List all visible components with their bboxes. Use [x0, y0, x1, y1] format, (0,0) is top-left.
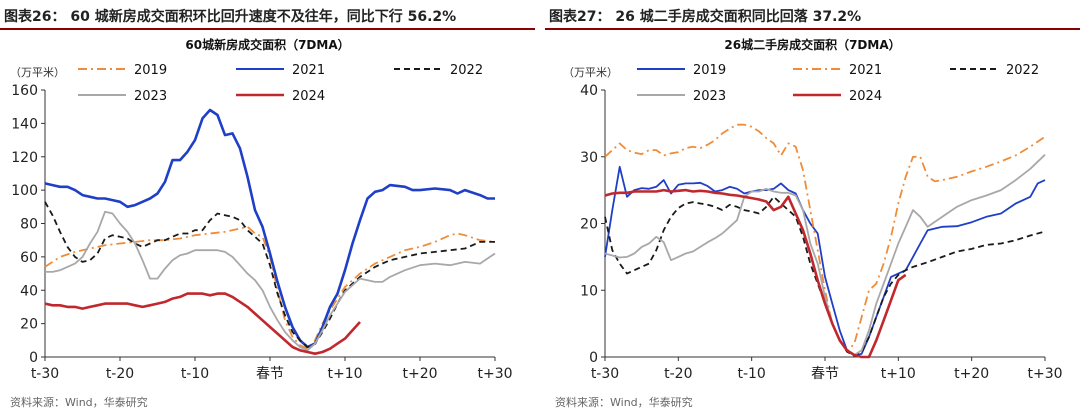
source-note: 资料来源：Wind，华泰研究 — [555, 396, 693, 409]
legend-label-2019: 2019 — [134, 63, 167, 78]
chart-title: 60城新房成交面积（7DMA） — [185, 38, 350, 52]
chart-title: 26城二手房成交面积（7DMA） — [724, 38, 901, 52]
x-tick-label: 春节 — [811, 366, 839, 382]
y-tick-label: 140 — [11, 116, 38, 132]
series-line-2023 — [604, 154, 1046, 356]
series-line-2019 — [44, 225, 496, 350]
series-line-2024 — [604, 188, 907, 359]
x-tick-label: t-30 — [591, 366, 619, 382]
legend-label-2023: 2023 — [693, 89, 726, 104]
legend-label-2021: 2021 — [292, 63, 325, 78]
series-line-2022 — [44, 201, 495, 348]
series-line-2022 — [604, 195, 1046, 357]
x-tick-label: t-20 — [106, 366, 134, 382]
series-line-2024 — [44, 292, 361, 355]
x-tick-label: t-30 — [31, 366, 59, 382]
y-tick-label: 0 — [589, 350, 598, 366]
figure-title: 图表26： 60 城新房成交面积环比回升速度不及往年，同比下行 56.2% — [4, 9, 457, 25]
x-tick-label: t+10 — [327, 366, 362, 382]
x-tick-label: t+20 — [402, 366, 437, 382]
series-line-2019 — [604, 165, 1046, 357]
line-chart-60-city-new-homes: 0 20 40 60 80 100 120 140 160 t-30 t-20 t-10 春节 t+10 t… — [11, 63, 512, 382]
x-tick-label: t-20 — [664, 366, 692, 382]
title-rule — [545, 28, 1080, 30]
y-tick-label: 120 — [11, 150, 38, 166]
y-unit-label: （万平米） — [563, 66, 618, 79]
legend-label-2024: 2024 — [292, 89, 325, 104]
legend-label-2022: 2022 — [450, 63, 483, 78]
series-line-2021 — [44, 108, 495, 349]
source-note: 资料来源：Wind，华泰研究 — [10, 396, 148, 409]
title-rule — [0, 28, 535, 30]
y-tick-label: 100 — [11, 183, 38, 199]
y-tick-label: 10 — [580, 283, 598, 299]
x-tick-label: t+30 — [1027, 366, 1062, 382]
y-tick-label: 80 — [20, 217, 38, 233]
legend-label-2019: 2019 — [693, 63, 726, 78]
x-tick-label: t-10 — [181, 366, 209, 382]
x-tick-label: 春节 — [256, 366, 284, 382]
y-tick-label: 30 — [580, 150, 598, 166]
y-tick-label: 40 — [580, 83, 598, 99]
legend-label-2021: 2021 — [849, 63, 882, 78]
y-unit-label: （万平米） — [10, 66, 65, 79]
line-chart-26-city-second-hand: 0 10 20 30 40 t-30 t-20 t-10 春节 t+10 t+20 t+30 2019 2… — [580, 63, 1062, 382]
series-line-2023 — [45, 210, 496, 352]
chart-panel-right: 图表27： 26 城二手房成交面积同比回落 37.2% 26城二手房成交面积（7… — [545, 0, 1080, 415]
y-tick-label: 160 — [11, 83, 38, 99]
x-tick-label: t+10 — [881, 366, 916, 382]
chart-panel-left: 图表26： 60 城新房成交面积环比回升速度不及往年，同比下行 56.2% 60… — [0, 0, 535, 415]
figure-title: 图表27： 26 城二手房成交面积同比回落 37.2% — [549, 9, 862, 25]
legend-label-2023: 2023 — [134, 89, 167, 104]
y-tick-label: 60 — [20, 250, 38, 266]
x-tick-label: t+20 — [954, 366, 989, 382]
y-tick-label: 20 — [20, 317, 38, 333]
legend-label-2024: 2024 — [849, 89, 882, 104]
y-tick-label: 20 — [580, 217, 598, 233]
y-tick-label: 40 — [20, 283, 38, 299]
legend-label-2022: 2022 — [1006, 63, 1039, 78]
x-tick-label: t+30 — [477, 366, 512, 382]
y-tick-label: 0 — [29, 350, 38, 366]
series-line-2021 — [604, 123, 1046, 353]
x-tick-label: t-10 — [737, 366, 765, 382]
